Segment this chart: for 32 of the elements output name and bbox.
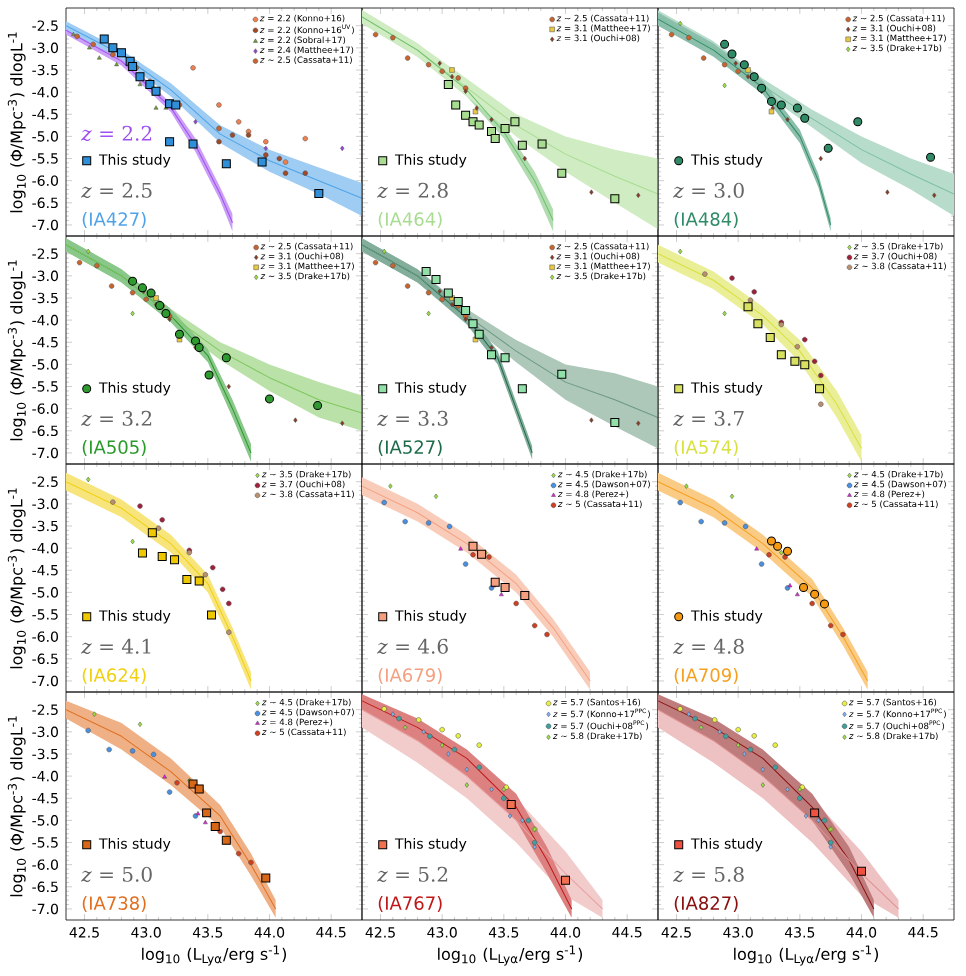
annotation: z = 2.2: [80, 125, 152, 142]
annotation: (IA827): [674, 896, 738, 913]
y-axis-title: log$_{10}$ (Φ/Mpc$^{-3}$) dlogL$^{-1}$: [7, 260, 26, 441]
annotation: (IA505): [82, 440, 146, 457]
annotation: z = 3.0: [672, 182, 744, 199]
annotation: z = 5.0: [80, 866, 152, 883]
annotation: (IA484): [674, 212, 738, 229]
y-axis-title: log$_{10}$ (Φ/Mpc$^{-3}$) dlogL$^{-1}$: [7, 488, 26, 669]
annotation: z = 3.3: [376, 410, 448, 427]
annotation: z = 5.2: [376, 866, 448, 883]
annotation: z = 4.8: [672, 638, 744, 655]
x-axis-title: log$_{10}$ (L$_{Lyα}$/erg s$^{-1}$): [438, 945, 583, 966]
annotation: z = 3.7: [672, 410, 744, 427]
annotation: (IA574): [674, 440, 738, 457]
annotation: (IA767): [378, 896, 442, 913]
annotation: (IA464): [378, 212, 442, 229]
annotation: z = 2.8: [376, 182, 448, 199]
annotation: z = 4.1: [80, 638, 151, 655]
annotation: (IA709): [674, 668, 738, 685]
annotation: (IA738): [82, 896, 146, 913]
annotation: (IA427): [82, 212, 146, 229]
annotation: (IA679): [378, 668, 442, 685]
annotation: z = 2.5: [80, 182, 152, 199]
annotation: (IA527): [378, 440, 442, 457]
annotation: z = 3.2: [80, 410, 152, 427]
x-axis-title: log$_{10}$ (L$_{Lyα}$/erg s$^{-1}$): [734, 945, 879, 966]
x-axis-title: log$_{10}$ (L$_{Lyα}$/erg s$^{-1}$): [142, 945, 287, 966]
y-axis-title: log$_{10}$ (Φ/Mpc$^{-3}$) dlogL$^{-1}$: [7, 716, 26, 897]
annotation: z = 4.6: [376, 638, 448, 655]
annotation: (IA624): [82, 668, 146, 685]
annotation: z = 5.8: [672, 866, 744, 883]
y-axis-title: log$_{10}$ (Φ/Mpc$^{-3}$) dlogL$^{-1}$: [7, 32, 26, 213]
